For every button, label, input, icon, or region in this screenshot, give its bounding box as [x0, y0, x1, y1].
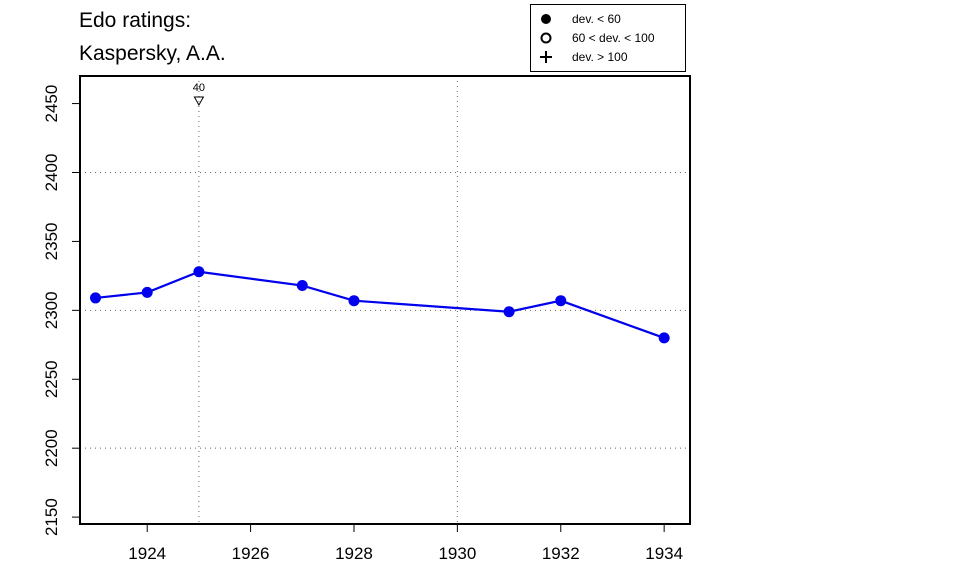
legend-label: dev. < 60	[572, 12, 621, 26]
series-line	[95, 270, 665, 339]
x-tick-label: 1930	[438, 544, 476, 563]
data-point	[141, 286, 153, 298]
chart-legend: dev. < 60 60 < dev. < 100 dev. > 100	[530, 4, 686, 72]
legend-label: dev. > 100	[572, 50, 628, 64]
x-tick-label: 1934	[645, 544, 683, 563]
y-tick-label: 2150	[42, 498, 61, 536]
x-tick-label: 1924	[128, 544, 166, 563]
legend-item-lt60: dev. < 60	[531, 11, 685, 27]
y-tick-label: 2250	[42, 360, 61, 398]
data-point	[193, 266, 205, 278]
chart-title-line-2: Kaspersky, A.A.	[79, 42, 226, 65]
legend-item-60-100: 60 < dev. < 100	[531, 30, 685, 46]
data-point	[90, 292, 102, 304]
down-triangle-icon	[193, 96, 205, 107]
y-tick-label: 2200	[42, 429, 61, 467]
data-point	[296, 280, 308, 292]
y-tick-label: 2350	[42, 223, 61, 261]
chart-title-line-1: Edo ratings:	[79, 9, 192, 32]
open-circle-icon	[540, 32, 552, 44]
x-tick-label: 1932	[542, 544, 580, 563]
annotation-label: 40	[193, 82, 205, 94]
data-point	[555, 295, 567, 307]
x-tick-label: 1926	[232, 544, 270, 563]
y-tick-label: 2300	[42, 291, 61, 329]
data-point	[348, 295, 360, 307]
data-point	[503, 306, 515, 318]
y-tick-label: 2450	[42, 85, 61, 123]
plus-icon	[540, 51, 552, 63]
legend-item-gt100: dev. > 100	[531, 49, 685, 65]
data-point	[658, 332, 670, 344]
y-tick-label: 2400	[42, 154, 61, 192]
plot-frame	[79, 75, 691, 525]
legend-label: 60 < dev. < 100	[572, 31, 655, 45]
x-tick-label: 1928	[335, 544, 373, 563]
filled-circle-icon	[541, 14, 551, 24]
